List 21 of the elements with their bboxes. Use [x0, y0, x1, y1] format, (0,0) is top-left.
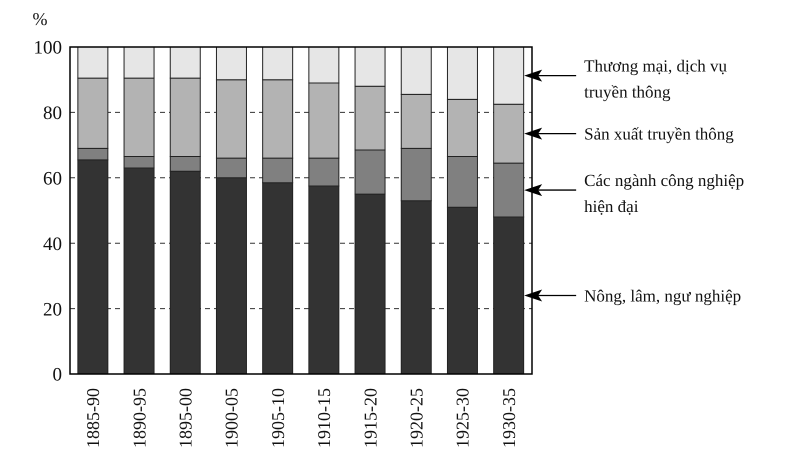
y-axis-title: %	[32, 9, 48, 29]
x-tick-label: 1900-05	[222, 388, 242, 448]
y-tick-label: 60	[43, 168, 62, 190]
text: Nông, lâm, ngư nghiệp	[584, 286, 742, 306]
y-tick-label: 40	[43, 234, 62, 255]
x-tick-label: 1910-15	[314, 388, 334, 448]
x-tick-label: 1895-00	[176, 388, 196, 448]
x-tick-label: 1930-35	[498, 388, 519, 448]
x-tick-label: 1915-20	[360, 388, 380, 448]
x-tick-label: 1920-25	[406, 388, 426, 448]
text: Thương mại, dịch vụ truyền thông	[584, 56, 728, 102]
x-tick-label: 1925-30	[452, 388, 473, 448]
text: Các ngành công nghiệp hiện đại	[584, 170, 744, 216]
x-tick-label: 1885-90	[83, 388, 104, 448]
x-tick-label: 1890-95	[129, 388, 150, 448]
text: Sản xuất truyền thông	[584, 124, 734, 144]
x-tick-label: 1905-10	[268, 388, 288, 448]
y-tick-label: 20	[43, 299, 62, 320]
y-tick-label: 80	[43, 103, 62, 124]
y-tick-label: 0	[52, 364, 62, 386]
y-tick-label: 100	[34, 38, 62, 59]
